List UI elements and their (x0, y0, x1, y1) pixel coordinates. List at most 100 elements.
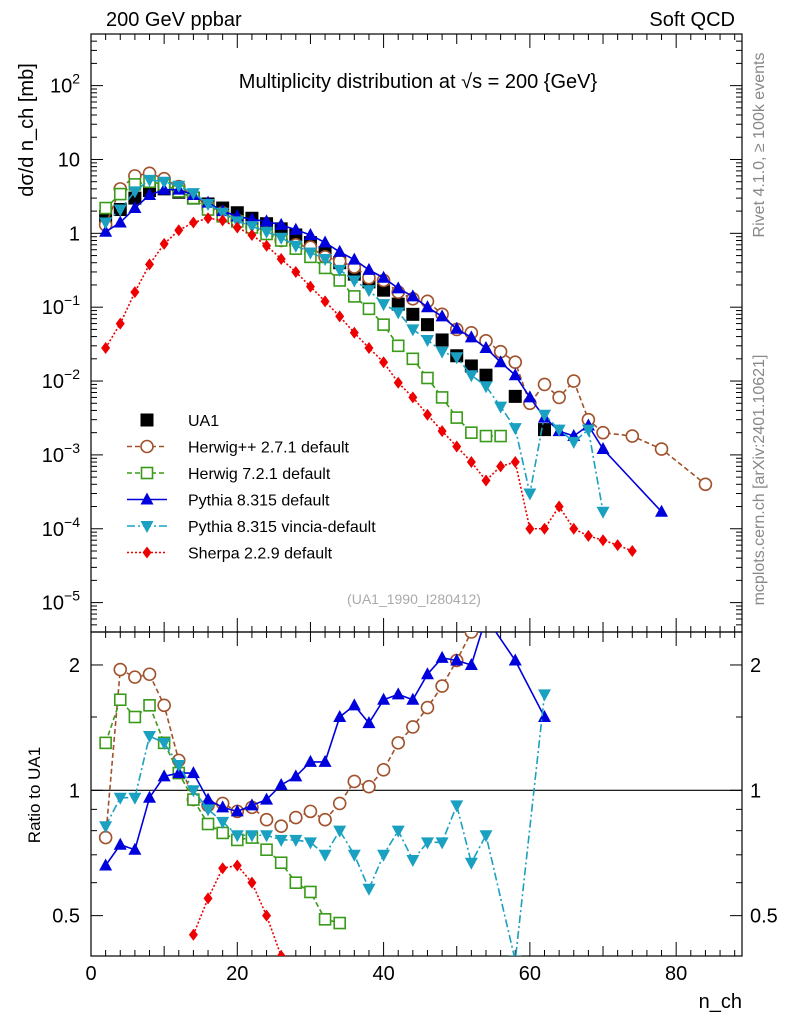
data-point-ua1 (391, 297, 405, 311)
data-point-vincia (245, 221, 259, 234)
data-point-pythia (523, 390, 537, 403)
data-point-sherpa (379, 356, 389, 369)
x-tick-label: 20 (226, 963, 248, 985)
data-point-herwig7 (274, 856, 288, 870)
data-point-ua1 (479, 368, 493, 382)
data-point-vincia (157, 176, 171, 189)
data-point-vincia (274, 232, 288, 245)
data-point-ua1 (406, 307, 420, 321)
data-point-pythia (128, 201, 142, 214)
legend-item-vincia: Pythia 8.315 vincia-default (127, 519, 376, 536)
data-point-pythia (406, 289, 420, 302)
data-point-vincia (99, 821, 113, 834)
data-point-pythia (538, 709, 552, 722)
legend-marker-sherpa (142, 546, 152, 559)
data-point-sherpa (115, 317, 125, 330)
legend-item-herwigpp: Herwig++ 2.7.1 default (127, 440, 350, 457)
legend-item-pythia: Pythia 8.315 default (127, 492, 330, 510)
data-point-vincia (362, 285, 376, 298)
data-point-pythia (274, 777, 288, 790)
x-tick-label: 80 (665, 963, 687, 985)
data-point-vincia (274, 834, 288, 847)
data-point-pythia (450, 321, 464, 334)
data-point-vincia (450, 352, 464, 365)
y-tick-label: 10 (58, 149, 80, 171)
ratio-y-tick-label-right: 0.5 (750, 906, 778, 928)
legend-item-sherpa: Sherpa 2.2.9 default (127, 546, 333, 563)
data-point-pythia (362, 262, 376, 275)
data-point-pythia (347, 252, 361, 265)
x-tick-label: 40 (372, 963, 394, 985)
data-point-herwig7 (128, 710, 142, 724)
data-point-herwigpp (289, 810, 303, 825)
data-point-pythia (128, 842, 142, 855)
data-point-pythia (289, 769, 303, 782)
data-point-pythia (99, 224, 113, 237)
data-point-vincia (128, 792, 142, 805)
data-point-pythia (464, 330, 478, 343)
data-point-herwig7 (494, 429, 507, 443)
data-point-herwigpp (274, 819, 288, 833)
data-point-pythia (113, 837, 127, 850)
data-point-vincia (479, 830, 493, 843)
data-point-sherpa (320, 295, 330, 308)
ratio-y-tick-label: 0.5 (52, 906, 80, 928)
data-point-pythia (230, 804, 244, 817)
data-point-herwigpp (654, 442, 669, 456)
data-point-pythia (435, 650, 449, 663)
data-point-sherpa (408, 391, 418, 404)
data-point-sherpa (335, 310, 345, 323)
data-point-herwigpp (303, 804, 318, 819)
data-point-vincia (596, 506, 610, 519)
y-tick-label-base: 1 (69, 223, 80, 245)
data-point-vincia (143, 174, 157, 187)
y-tick-label: 10−1 (42, 292, 80, 319)
y-tick-label-base: 10 (42, 593, 64, 615)
data-point-pythia (172, 766, 186, 779)
data-point-herwigpp (376, 763, 391, 777)
data-point-ua1 (508, 389, 522, 403)
ratio-y-tick-label: 1 (69, 780, 80, 802)
data-point-ua1 (464, 359, 478, 373)
data-point-herwigpp (552, 390, 566, 405)
data-point-pythia (99, 858, 113, 871)
data-point-vincia (186, 188, 200, 201)
data-point-vincia (347, 849, 361, 862)
y-tick-label-exponent: −1 (64, 292, 80, 308)
data-point-herwigpp (698, 477, 713, 492)
data-point-sherpa (422, 408, 432, 421)
header-left-label: 200 GeV ppbar (106, 9, 242, 31)
x-tick-label: 60 (519, 963, 541, 985)
data-point-sherpa (496, 460, 506, 473)
data-point-vincia (333, 264, 347, 277)
data-point-herwig7 (391, 339, 405, 353)
data-point-herwig7 (216, 826, 229, 840)
data-point-pythia (143, 790, 157, 803)
data-point-herwig7 (318, 913, 332, 926)
header-right-label: Soft QCD (649, 9, 735, 31)
ratio-y-tick-label-right: 1 (750, 780, 761, 802)
legend-label-herwigpp: Herwig++ 2.7.1 default (188, 440, 350, 457)
data-point-ua1 (420, 318, 434, 332)
data-point-sherpa (349, 326, 359, 339)
data-point-pythia (494, 355, 508, 368)
series-sherpa (101, 212, 637, 557)
legend-marker-pythia (140, 492, 154, 505)
data-point-herwigpp (259, 812, 274, 827)
series-sherpa (188, 859, 286, 956)
legend-marker-herwigpp (140, 439, 154, 454)
data-point-herwigpp (508, 355, 523, 369)
data-point-vincia (450, 800, 464, 813)
ratio-plot-frame (90, 631, 743, 957)
data-point-vincia (362, 883, 376, 896)
data-point-herwig7 (435, 391, 449, 404)
data-point-sherpa (393, 376, 403, 389)
main-series-group (98, 166, 713, 557)
data-point-vincia (157, 737, 171, 750)
data-point-herwigpp (113, 662, 128, 677)
data-point-vincia (260, 830, 274, 843)
rivet-version-label: Rivet 4.1.0, ≥ 100k events (751, 53, 768, 238)
data-point-pythia (435, 309, 449, 322)
data-point-vincia (435, 346, 449, 359)
